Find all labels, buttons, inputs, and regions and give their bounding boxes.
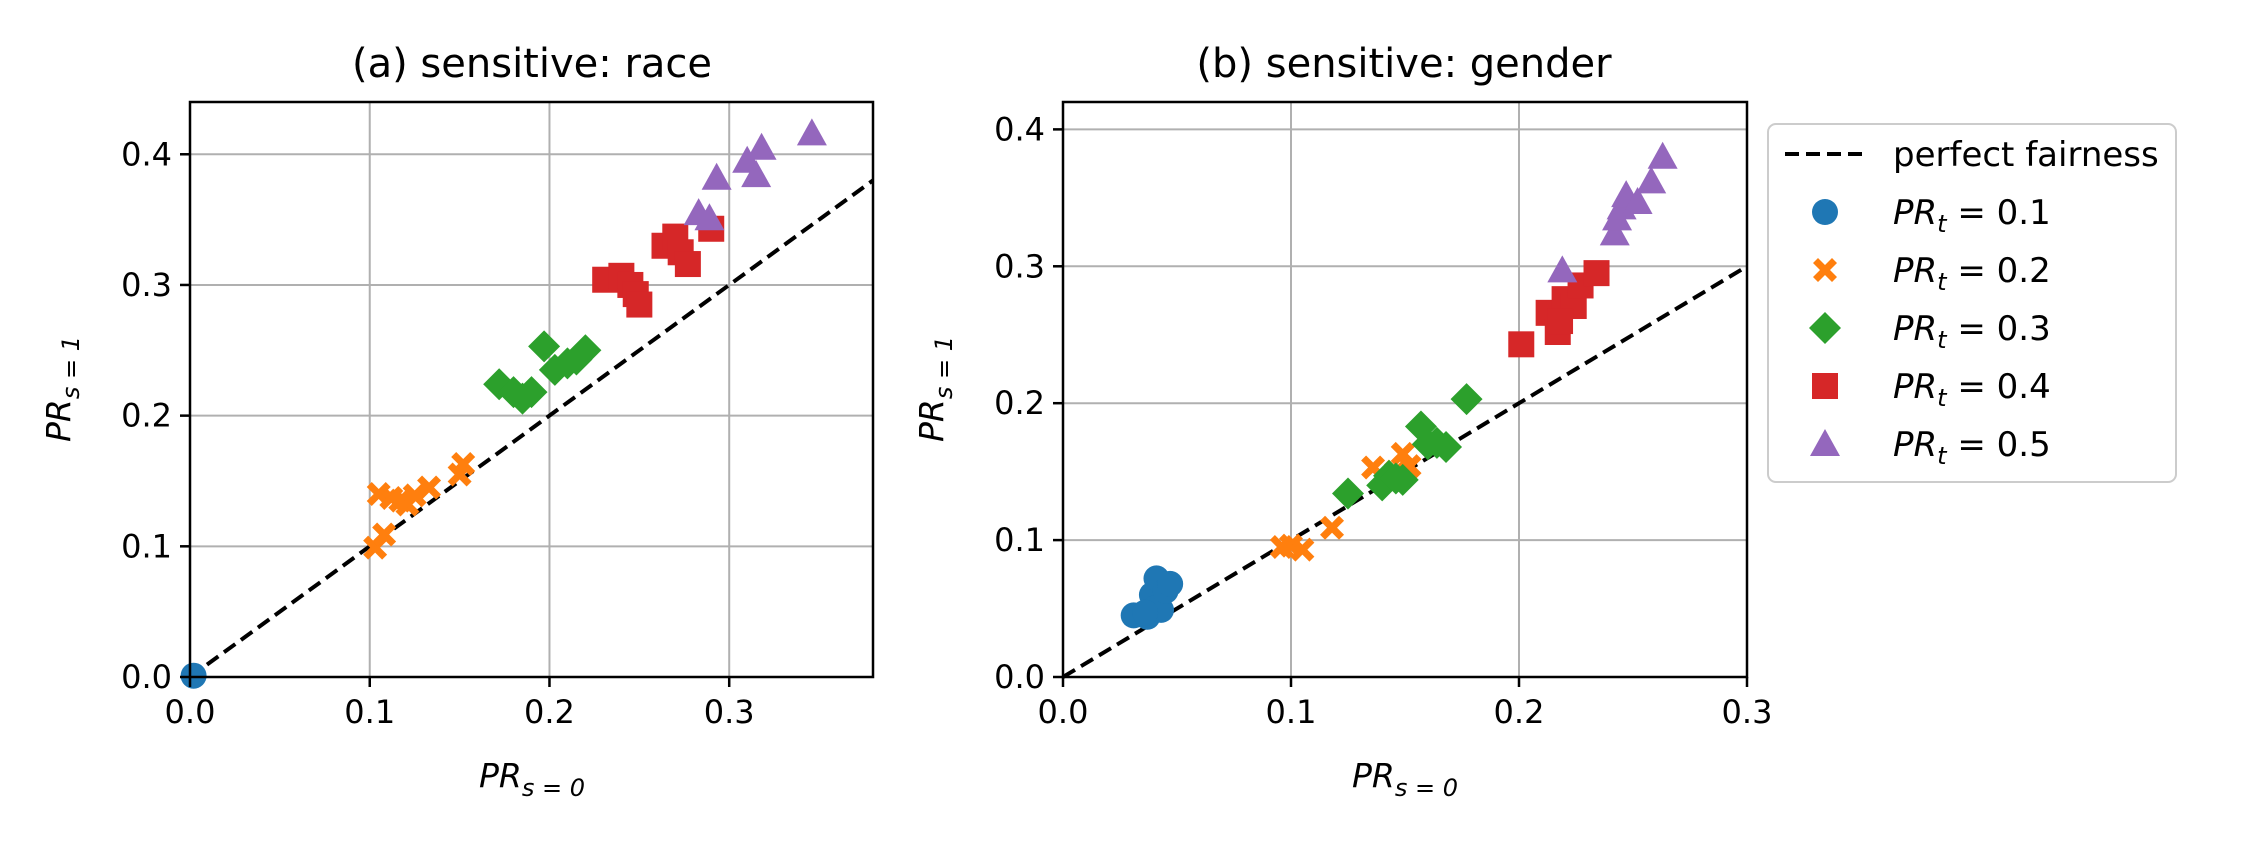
- panel-race-point-pr-t-0-4: [626, 291, 653, 318]
- panel-gender-x-tick-label: 0.2: [1494, 693, 1545, 731]
- legend-swatch-prt-0-3: [1809, 312, 1841, 344]
- panel-gender-point-pr-t-0-5: [1647, 141, 1678, 169]
- panel-gender-point-pr-t-0-4: [1547, 308, 1574, 335]
- panel-race-point-pr-t-0-3: [569, 334, 602, 367]
- panel-race-marks: [180, 118, 827, 689]
- panel-gender-x-tick-label: 0.0: [1038, 693, 1089, 731]
- panel-gender-y-tick-label: 0.1: [994, 521, 1045, 559]
- panel-race-point-pr-t-0-4: [674, 251, 701, 278]
- legend-label-prt-0-3: PRt = 0.3: [1893, 309, 2051, 354]
- panel-race-y-tick-label: 0.0: [121, 658, 172, 696]
- panel-race-point-pr-t-0-3: [528, 330, 561, 363]
- panel-gender-y-tick-label: 0.2: [994, 384, 1045, 422]
- panel-gender-point-pr-t-0-2: [1390, 441, 1415, 466]
- legend-label-perfect-fairness: perfect fairness: [1893, 135, 2159, 175]
- panel-race-x-tick-label: 0.2: [524, 693, 575, 731]
- panel-race-title: (a) sensitive: race: [352, 41, 712, 87]
- panel-gender-point-pr-t-0-4: [1583, 260, 1610, 287]
- panel-gender-x-tick-label: 0.1: [1266, 693, 1317, 731]
- panel-gender-point-pr-t-0-3: [1332, 477, 1364, 510]
- panel-race-refline-group: [188, 178, 875, 679]
- panel-gender-perfect-fairness-line: [1061, 264, 1749, 679]
- panel-gender-point-pr-t-0-1: [1157, 570, 1184, 597]
- panel-race-perfect-fairness-line: [188, 178, 875, 679]
- legend-label-prt-0-1: PRt = 0.1: [1893, 193, 2051, 238]
- legend-label-prt-0-5: PRt = 0.5: [1893, 425, 2051, 470]
- panel-race-y-tick-label: 0.2: [121, 397, 172, 435]
- panel-gender-title: (b) sensitive: gender: [1196, 41, 1612, 87]
- panel-race-point-pr-t-0-2: [451, 451, 476, 476]
- panel-gender-point-pr-t-0-2: [1290, 537, 1315, 562]
- legend-swatch-prt-0-2: [1813, 258, 1837, 282]
- panel-gender-y-tick-label: 0.3: [994, 247, 1045, 285]
- legend-swatch-prt-0-5: [1810, 429, 1840, 456]
- panel-race-x-axis-label: PRs = 0: [479, 756, 585, 802]
- panel-race-y-tick-label: 0.4: [121, 135, 172, 173]
- legend: perfect fairness PRt = 0.1 PRt = 0.2 PRt…: [1767, 123, 2177, 483]
- legend-swatch-prt-0-4: [1812, 373, 1838, 399]
- panel-gender-y-tick-label: 0.0: [994, 658, 1045, 696]
- panel-race-x-tick-label: 0.0: [165, 693, 216, 731]
- panel-race-point-pr-t-0-2: [402, 483, 427, 508]
- panel-race-x-tick-label: 0.3: [704, 693, 755, 731]
- legend-marker-square: [1812, 373, 1838, 399]
- panel-race-point-pr-t-0-5: [746, 132, 777, 160]
- panel-gender-x-axis-label: PRs = 0: [1352, 756, 1458, 802]
- panel-gender-refline-group: [1061, 264, 1749, 679]
- panel-race-point-pr-t-0-5: [741, 160, 772, 188]
- panel-race-frame: [188, 100, 875, 679]
- panel-race-y-ticks: 0.0 0.1 0.2 0.3 0.4: [121, 135, 190, 696]
- panel-race: (a) sensitive: race 0.0 0.1 0.2 0.3 0.00.10…: [39, 41, 875, 802]
- panel-race-y-tick-label: 0.3: [121, 266, 172, 304]
- panel-gender-y-axis-label: PRs = 1: [912, 336, 958, 442]
- panel-gender-y-ticks: 0.0 0.1 0.2 0.3 0.4: [994, 110, 1063, 696]
- panel-gender-x-ticks: 0.0 0.1 0.2 0.3: [1038, 677, 1773, 731]
- panel-race-y-axis-label: PRs = 1: [39, 336, 85, 442]
- legend-marker-triangle: [1810, 429, 1840, 456]
- panel-gender-point-pr-t-0-3: [1450, 383, 1483, 416]
- panel-gender-point-pr-t-0-5: [1622, 186, 1653, 214]
- legend-marker-circle: [1812, 199, 1838, 225]
- panel-gender-point-pr-t-0-3: [1430, 431, 1463, 463]
- panel-race-point-pr-t-0-1: [180, 662, 207, 689]
- panel-gender: (b) sensitive: gender 0.0 0.1 0.2 0.3 0.00.…: [912, 41, 1772, 802]
- panel-gender-point-pr-t-0-2: [1320, 515, 1345, 540]
- legend-marker-x-cross: [1813, 258, 1837, 282]
- legend-label-prt-0-2: PRt = 0.2: [1893, 251, 2051, 296]
- panel-race-y-tick-label: 0.1: [121, 527, 172, 565]
- panel-gender-point-pr-t-0-4: [1508, 331, 1535, 358]
- panel-race-point-pr-t-0-2: [417, 475, 442, 500]
- legend-marker-diamond: [1809, 312, 1841, 344]
- panel-gender-y-tick-label: 0.4: [994, 110, 1045, 148]
- panel-race-point-pr-t-0-5: [694, 203, 725, 231]
- legend-swatch-prt-0-1: [1812, 199, 1838, 225]
- panel-gender-point-pr-t-0-5: [1547, 255, 1578, 283]
- legend-label-prt-0-4: PRt = 0.4: [1893, 367, 2051, 412]
- panel-race-x-tick-label: 0.1: [344, 693, 395, 731]
- panel-gender-frame: [1061, 100, 1749, 679]
- panel-race-point-pr-t-0-3: [515, 376, 548, 409]
- panel-gender-x-tick-label: 0.3: [1722, 693, 1773, 731]
- legend-frame: [1767, 123, 2177, 483]
- panel-gender-point-pr-t-0-1: [1132, 599, 1159, 626]
- panel-gender-point-pr-t-0-3: [1386, 463, 1419, 496]
- panel-gender-point-pr-t-0-5: [1636, 166, 1667, 194]
- panel-gender-marks: [1120, 141, 1678, 630]
- panel-race-point-pr-t-0-5: [701, 162, 732, 190]
- panel-race-x-ticks: 0.0 0.1 0.2 0.3: [165, 677, 755, 731]
- panel-gender-point-pr-t-0-5: [1599, 218, 1630, 246]
- panel-race-point-pr-t-0-2: [372, 522, 397, 547]
- panel-race-point-pr-t-0-5: [796, 118, 827, 146]
